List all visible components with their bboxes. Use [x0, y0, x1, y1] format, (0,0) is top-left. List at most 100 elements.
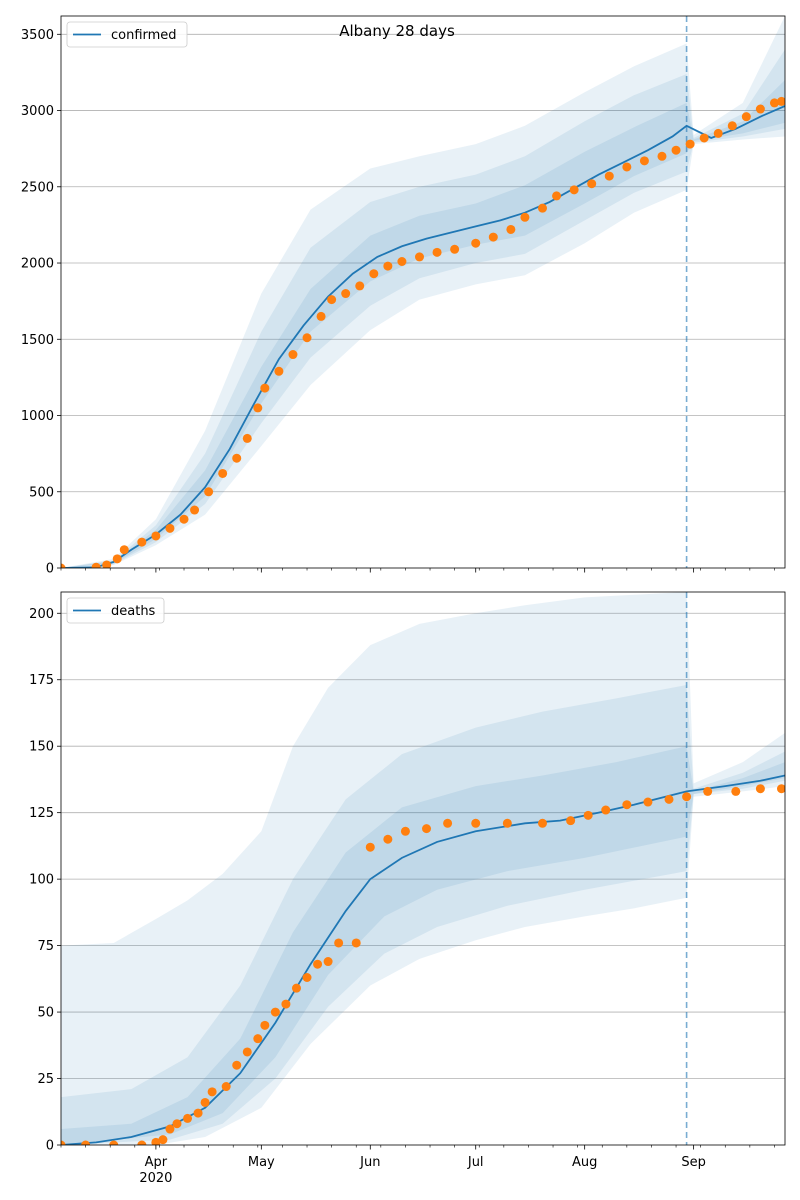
observed-point [221, 1082, 231, 1092]
observed-point [323, 957, 333, 967]
y-tick-label: 2000 [21, 257, 54, 272]
observed-point [334, 938, 344, 948]
observed-point [81, 1140, 91, 1145]
observed-point [713, 128, 723, 138]
confidence-band [61, 592, 785, 1145]
observed-point [601, 805, 611, 815]
observed-point [552, 191, 562, 201]
observed-point [302, 973, 312, 983]
observed-point [179, 514, 189, 524]
observed-point [443, 818, 453, 828]
observed-point [685, 139, 695, 149]
observed-point [112, 554, 122, 564]
observed-point [165, 523, 175, 533]
observed-point [703, 786, 713, 796]
legend-label: confirmed [111, 28, 177, 43]
observed-point [731, 786, 741, 796]
observed-point [102, 560, 112, 568]
legend: confirmed [66, 21, 188, 48]
observed-point [190, 505, 200, 515]
y-tick-label: 100 [29, 873, 54, 888]
observed-point [183, 1113, 193, 1123]
observed-point [537, 203, 547, 213]
observed-point [383, 261, 393, 271]
observed-point [671, 145, 681, 155]
x-tick-label: Aug [572, 1155, 597, 1170]
x-year-label: 2020 [139, 1171, 172, 1186]
x-tick-label: May [248, 1155, 275, 1170]
observed-point [158, 1135, 168, 1145]
observed-point [741, 112, 751, 122]
chart-title: Albany 28 days [339, 22, 455, 40]
axes-frame [60, 15, 786, 569]
observed-point [414, 252, 424, 262]
observed-point [151, 1137, 161, 1145]
observed-point [639, 156, 649, 166]
observed-point [727, 121, 737, 131]
observed-point [664, 794, 674, 804]
observed-point [242, 433, 252, 443]
observed-point [520, 212, 530, 222]
y-tick-label: 3000 [21, 104, 54, 119]
observed-point [769, 98, 779, 108]
observed-point [137, 1140, 147, 1145]
observed-point [151, 531, 161, 541]
y-tick-label: 150 [29, 740, 54, 755]
observed-point [569, 185, 579, 195]
observed-point [699, 133, 709, 143]
axes-frame [60, 591, 786, 1146]
y-tick-label: 75 [37, 939, 54, 954]
observed-point [397, 257, 407, 267]
observed-point [776, 784, 785, 794]
y-tick-label: 2500 [21, 180, 54, 195]
observed-point [327, 295, 337, 305]
observed-point [232, 1060, 242, 1070]
confidence-band [61, 49, 785, 568]
observed-point [172, 1119, 182, 1129]
observed-point [506, 224, 516, 234]
observed-point [91, 562, 101, 568]
observed-point [270, 1007, 280, 1017]
observed-point [253, 1034, 263, 1044]
observed-point [253, 403, 263, 413]
observed-point [109, 1140, 119, 1145]
observed-point [200, 1097, 210, 1107]
observed-point [755, 104, 765, 114]
observed-point [291, 983, 301, 993]
observed-point [682, 792, 692, 802]
observed-point [365, 842, 375, 852]
observed-point [657, 151, 667, 161]
observed-point [260, 1020, 270, 1030]
observed-point [193, 1108, 203, 1118]
y-tick-label: 175 [29, 673, 54, 688]
x-tick-label: Sep [681, 1155, 706, 1170]
observed-point [755, 784, 765, 794]
model-line [61, 105, 785, 568]
observed-point [316, 311, 326, 321]
observed-point [218, 468, 228, 478]
observed-point [204, 487, 214, 497]
observed-point [422, 824, 432, 834]
confidence-band [61, 746, 785, 1145]
legend-label: deaths [111, 604, 156, 619]
y-tick-label: 0 [46, 1139, 54, 1154]
observed-point [207, 1087, 217, 1097]
x-tick-label: Jul [467, 1155, 484, 1170]
observed-point [537, 818, 547, 828]
observed-point [274, 366, 284, 376]
observed-point [776, 96, 785, 106]
observed-point [604, 171, 614, 181]
y-tick-label: 200 [29, 607, 54, 622]
observed-point [313, 959, 323, 969]
observed-point [341, 289, 351, 299]
observed-point [302, 333, 312, 343]
observed-point [471, 238, 481, 248]
y-tick-label: 0 [46, 562, 54, 577]
observed-point [165, 1124, 175, 1134]
y-tick-label: 500 [29, 485, 54, 500]
y-tick-label: 3500 [21, 28, 54, 43]
observed-point [643, 797, 653, 807]
observed-point [137, 537, 147, 547]
observed-point [583, 810, 593, 820]
